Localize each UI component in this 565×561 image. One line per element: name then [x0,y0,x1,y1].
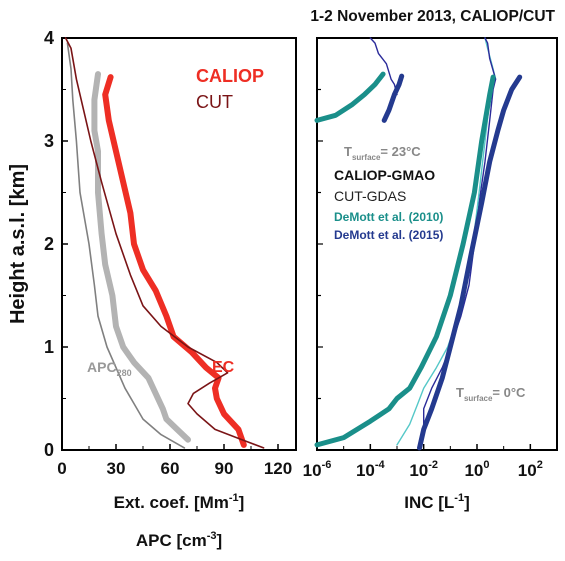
annotation-apc-text: APC [87,359,117,375]
left-panel: 0 1 2 3 4 0 30 60 90 120 CALIOP CUT EC APC280 He… [7,28,297,550]
legend-demott-2010: DeMott et al. (2010) [334,210,443,224]
right-series-demott2010-23 [314,71,386,123]
left-y-tick-label: 0 [44,440,54,460]
right-x-tick-exp: -2 [428,459,438,471]
left-series-ec-cut [64,37,265,449]
x-axis-label-ext: Ext. coef. [Mm-1] [114,492,245,512]
right-panel: 10-6 10-4 10-2 100 102 Tsurface= 23°C CALIOP… [303,37,558,512]
left-series-apc-caliop [91,71,191,443]
legend-cut: CUT [196,92,233,112]
annotation-t23-t: T [344,144,352,159]
right-x-tick-exp: -4 [375,459,386,471]
annotation-t23-tail: = 23°C [380,144,421,159]
left-x-tick-label: 30 [107,459,126,478]
x-axis-label-inc-text: INC [L [404,493,454,512]
right-x-tick-base: 10 [356,461,375,480]
left-series-ec-caliop [102,74,247,448]
right-x-tick-label: 10-2 [409,459,438,480]
x-axis-label-apc-sup: -3 [207,530,217,542]
left-x-tick-label: 0 [57,459,66,478]
right-series-demott2015-23 [381,73,405,123]
left-x-ticks: 0 30 60 90 120 [57,444,292,478]
legend-cut-gdas: CUT-GDAS [334,188,406,204]
annotation-ec: EC [212,359,235,376]
chart-title: 1-2 November 2013, CALIOP/CUT [310,8,555,25]
annotation-t23-sub: surface [352,153,381,162]
x-axis-label-apc-close: ] [216,531,222,550]
right-x-tick-label: 100 [464,459,489,480]
left-y-tick-label: 3 [44,131,54,151]
annotation-t0-sub: surface [464,394,493,403]
right-x-tick-exp: 2 [537,459,543,471]
right-x-tick-base: 10 [303,461,322,480]
legend-caliop-gmao: CALIOP-GMAO [334,167,435,183]
right-x-tick-label: 102 [518,459,543,480]
annotation-tsurface-23: Tsurface= 23°C [344,144,421,162]
x-axis-label-inc: INC [L-1] [404,492,470,512]
left-y-ticks: 0 1 2 3 4 [44,28,68,460]
x-axis-label-apc-text: APC [cm [136,531,207,550]
right-x-tick-base: 10 [518,461,537,480]
left-x-tick-label: 60 [161,459,180,478]
right-y-ticks [317,37,323,451]
x-axis-label-inc-sup: -1 [454,492,464,504]
left-series-apc-cut [66,42,186,449]
left-x-tick-label: 90 [215,459,234,478]
right-x-tick-exp: 0 [483,459,489,471]
x-axis-label-ext-text: Ext. coef. [Mm [114,493,229,512]
left-y-tick-label: 4 [44,28,54,48]
left-series-group [64,37,265,449]
right-series-demott2015-0 [417,74,523,451]
annotation-tsurface-0: Tsurface= 0°C [456,385,526,403]
right-x-tick-base: 10 [409,461,428,480]
annotation-apc280: APC280 [87,359,132,378]
annotation-t0-t: T [456,385,464,400]
x-axis-label-inc-close: ] [464,493,470,512]
legend-demott-2015: DeMott et al. (2015) [334,228,443,242]
left-y-tick-label: 2 [44,234,54,254]
y-axis-label: Height a.s.l. [km] [7,164,29,324]
annotation-apc-sub: 280 [117,368,132,378]
right-x-tick-label: 10-4 [356,459,386,480]
right-x-tick-base: 10 [464,461,483,480]
right-x-tick-label: 10-6 [303,459,332,480]
right-series-demott2010-0 [314,74,496,448]
x-axis-label-apc: APC [cm-3] [136,530,222,550]
right-x-ticks: 10-6 10-4 10-2 100 102 [303,444,543,480]
left-x-tick-label: 120 [264,459,292,478]
legend-caliop: CALIOP [196,66,264,86]
right-series-caliop-gmao-23 [369,37,398,96]
x-axis-label-ext-sup: -1 [229,492,239,504]
annotation-t0-tail: = 0°C [492,385,526,400]
right-series-group [314,37,523,451]
right-x-tick-exp: -6 [322,459,332,471]
x-axis-label-ext-close: ] [239,493,245,512]
left-y-tick-label: 1 [44,337,54,357]
